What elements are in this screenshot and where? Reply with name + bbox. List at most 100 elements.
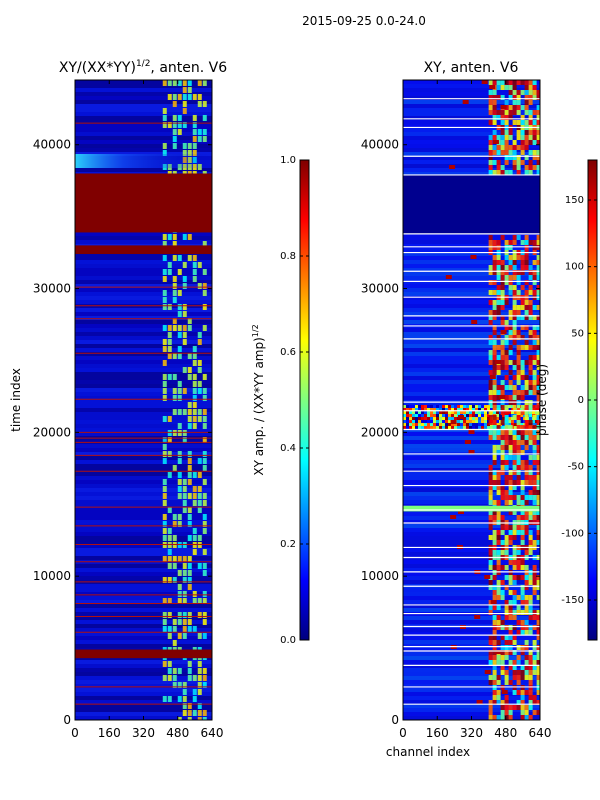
amp-row-tone: [75, 664, 212, 668]
amp-row-tone: [75, 460, 212, 464]
phase-row-tone: [403, 328, 540, 332]
phase-cell: [528, 420, 533, 425]
phase-cell: [536, 610, 540, 615]
amp-cell: [182, 619, 187, 625]
amp-cell: [182, 143, 187, 149]
amp-ytick-label: 10000: [33, 569, 71, 583]
phase-cell: [488, 485, 493, 490]
amp-row-tone: [75, 476, 212, 480]
phase-cell: [488, 550, 493, 555]
amp-row-tone: [75, 312, 212, 316]
phase-row-tone: [403, 516, 540, 520]
phase-cell: [532, 380, 537, 385]
phase-noise-cell: [439, 411, 442, 415]
phase-cell: [532, 165, 537, 170]
phase-noise-cell: [415, 405, 418, 409]
amp-row-tone: [75, 96, 212, 100]
phase-cell: [496, 485, 501, 490]
phase-cell: [512, 360, 517, 365]
phase-noise-cell: [421, 414, 424, 418]
phase-cell: [488, 340, 493, 345]
phase-noise-cell: [436, 426, 439, 430]
phase-cell: [536, 535, 540, 540]
amp-cell: [187, 451, 192, 457]
amp-cell: [162, 514, 167, 520]
amp-row-tone: [75, 616, 212, 620]
phase-cell: [516, 680, 521, 685]
phase-cell: [512, 610, 517, 615]
phase-cell: [520, 140, 525, 145]
phase-cell: [508, 575, 513, 580]
phase-cell: [532, 645, 537, 650]
phase-cell: [512, 240, 517, 245]
phase-cell: [532, 90, 537, 95]
phase-cell: [524, 435, 529, 440]
amp-cell: [187, 80, 192, 86]
amp-row-tone: [75, 660, 212, 664]
phase-cell: [536, 585, 540, 590]
amp-cell: [167, 626, 172, 632]
phase-cell: [528, 135, 533, 140]
phase-speckle: [449, 165, 456, 169]
amp-cell: [202, 563, 207, 569]
phase-cell: [500, 275, 505, 280]
phase-cell: [504, 135, 509, 140]
amp-cell: [177, 682, 182, 688]
phase-cell: [492, 145, 497, 150]
phase-cell: [520, 525, 525, 530]
amp-cell: [187, 710, 192, 716]
phase-cell: [500, 320, 505, 325]
amp-cell: [202, 129, 207, 135]
amp-cell: [187, 661, 192, 667]
phase-row-tone: [403, 128, 540, 132]
phase-cell: [488, 700, 493, 705]
phase-noise-cell: [478, 423, 481, 427]
phase-noise-cell: [418, 417, 421, 421]
phase-cell: [508, 580, 513, 585]
amp-row-tone: [75, 572, 212, 576]
phase-cell: [488, 360, 493, 365]
phase-cell: [516, 110, 521, 115]
phase-cell: [496, 625, 501, 630]
phase-cell: [500, 515, 505, 520]
phase-noise-cell: [427, 405, 430, 409]
amp-saturated-band: [75, 245, 212, 255]
amp-cell: [172, 374, 177, 380]
phase-row-tone: [403, 140, 540, 144]
phase-noise-cell: [439, 420, 442, 424]
phase-cell: [536, 540, 540, 545]
amp-cell: [177, 717, 182, 720]
amp-cell: [167, 339, 172, 345]
phase-cell: [512, 485, 517, 490]
phase-cell: [524, 660, 529, 665]
phase-cell: [532, 665, 537, 670]
phase-cell: [488, 490, 493, 495]
phase-noise-cell: [460, 423, 463, 427]
phase-cell: [516, 80, 521, 85]
phase-noise-cell: [463, 420, 466, 424]
phase-cell: [500, 620, 505, 625]
phase-noise-cell: [466, 426, 469, 430]
phase-noise-cell: [460, 411, 463, 415]
phase-cell: [492, 435, 497, 440]
amp-cell: [187, 563, 192, 569]
amp-cell: [192, 486, 197, 492]
amp-row-tone: [75, 268, 212, 272]
phase-noise-cell: [445, 417, 448, 421]
phase-band: [403, 505, 540, 512]
amp-cell: [177, 430, 182, 436]
phase-cell: [516, 560, 521, 565]
phase-cell: [516, 360, 521, 365]
phase-cell: [520, 390, 525, 395]
amp-cell: [182, 710, 187, 716]
phase-row-tone: [403, 136, 540, 140]
amp-cell: [177, 598, 182, 604]
phase-cell: [528, 130, 533, 135]
amp-cell: [167, 675, 172, 681]
phase-noise-cell: [487, 405, 490, 409]
phase-cell: [524, 120, 529, 125]
amp-row-tone: [75, 144, 212, 148]
phase-cell: [532, 610, 537, 615]
phase-cell: [492, 680, 497, 685]
